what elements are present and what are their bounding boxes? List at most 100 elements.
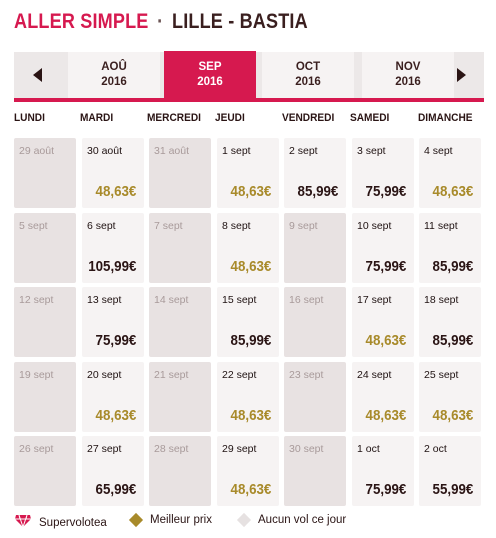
day-date: 19 sept: [19, 369, 54, 381]
calendar-day-no-flight: 16 sept: [284, 287, 346, 357]
month-label: AOÛ: [101, 61, 127, 73]
calendar-day-no-flight: 29 août: [14, 138, 76, 208]
month-tab-nov[interactable]: NOV 2016: [362, 52, 454, 98]
month-tab-oct[interactable]: OCT 2016: [262, 52, 354, 98]
legend-label: Aucun vol ce jour: [258, 514, 347, 526]
legend-label: Supervolotea: [39, 516, 107, 529]
best-price: 48,63€: [432, 408, 473, 424]
calendar-day-no-flight: 14 sept: [149, 287, 211, 357]
month-label: NOV: [395, 61, 421, 73]
weekday-label: LUNDI: [14, 112, 45, 124]
chevron-left-icon: [32, 68, 42, 82]
month-tab-sep[interactable]: SEP 2016: [164, 51, 256, 98]
day-date: 4 sept: [424, 145, 453, 157]
legend: Supervolotea Meilleur prix Aucun vol ce …: [14, 512, 484, 532]
month-year: 2016: [395, 76, 421, 88]
calendar-day-no-flight: 23 sept: [284, 362, 346, 432]
calendar-day[interactable]: 11 sept 85,99€: [419, 213, 481, 283]
gem-icon: [14, 514, 32, 531]
calendar-day[interactable]: 4 sept 48,63€: [419, 138, 481, 208]
best-price: 48,63€: [365, 408, 406, 424]
day-date: 3 sept: [357, 145, 386, 157]
weekday-label: VENDREDI: [282, 112, 335, 124]
day-date: 1 oct: [357, 443, 380, 455]
calendar-day-no-flight: 21 sept: [149, 362, 211, 432]
price: 75,99€: [95, 333, 136, 349]
legend-item-best-price: Meilleur prix: [128, 512, 212, 528]
calendar-day[interactable]: 6 sept 105,99€: [82, 213, 144, 283]
weekday-label: JEUDI: [215, 112, 245, 124]
calendar-day[interactable]: 30 août 48,63€: [82, 138, 144, 208]
legend-item-supervolotea: Supervolotea: [14, 514, 107, 531]
diamond-icon: [128, 512, 144, 528]
day-date: 30 août: [87, 145, 123, 157]
best-price: 48,63€: [95, 184, 136, 200]
day-date: 28 sept: [154, 443, 189, 455]
weekday-label: DIMANCHE: [418, 112, 473, 124]
calendar-day[interactable]: 18 sept 85,99€: [419, 287, 481, 357]
best-price: 48,63€: [230, 259, 271, 275]
calendar-day[interactable]: 25 sept 48,63€: [419, 362, 481, 432]
calendar-day[interactable]: 20 sept 48,63€: [82, 362, 144, 432]
route: LILLE - BASTIA: [171, 10, 308, 33]
best-price: 48,63€: [365, 333, 406, 349]
calendar-day[interactable]: 22 sept 48,63€: [217, 362, 279, 432]
calendar-day[interactable]: 1 oct 75,99€: [352, 436, 414, 506]
diamond-icon: [236, 512, 252, 528]
previous-month-button[interactable]: [14, 52, 60, 98]
calendar-day-no-flight: 9 sept: [284, 213, 346, 283]
page-title: ALLER SIMPLE · LILLE - BASTIA: [14, 10, 308, 38]
calendar-day-no-flight: 19 sept: [14, 362, 76, 432]
day-date: 6 sept: [87, 220, 116, 232]
price: 85,99€: [432, 259, 473, 275]
month-year: 2016: [101, 76, 127, 88]
trip-type: ALLER SIMPLE: [14, 10, 149, 33]
calendar-day[interactable]: 1 sept 48,63€: [217, 138, 279, 208]
calendar-day[interactable]: 24 sept 48,63€: [352, 362, 414, 432]
calendar-day[interactable]: 27 sept 65,99€: [82, 436, 144, 506]
legend-label: Meilleur prix: [150, 514, 212, 526]
day-date: 8 sept: [222, 220, 251, 232]
weekday-header: LUNDI MARDI MERCREDI JEUDI VENDREDI SAME…: [14, 112, 484, 132]
calendar-day[interactable]: 8 sept 48,63€: [217, 213, 279, 283]
price: 85,99€: [230, 333, 271, 349]
calendar-day[interactable]: 3 sept 75,99€: [352, 138, 414, 208]
price: 85,99€: [297, 184, 338, 200]
day-date: 14 sept: [154, 294, 189, 306]
calendar-day[interactable]: 2 oct 55,99€: [419, 436, 481, 506]
calendar-day[interactable]: 15 sept 85,99€: [217, 287, 279, 357]
calendar-day[interactable]: 13 sept 75,99€: [82, 287, 144, 357]
day-date: 1 sept: [222, 145, 251, 157]
best-price: 48,63€: [230, 408, 271, 424]
price: 65,99€: [95, 482, 136, 498]
day-date: 2 oct: [424, 443, 447, 455]
day-date: 22 sept: [222, 369, 257, 381]
next-month-button[interactable]: [438, 52, 484, 98]
day-date: 16 sept: [289, 294, 324, 306]
day-date: 27 sept: [87, 443, 122, 455]
price: 55,99€: [432, 482, 473, 498]
legend-item-no-flight: Aucun vol ce jour: [236, 512, 347, 528]
calendar-day[interactable]: 17 sept 48,63€: [352, 287, 414, 357]
day-date: 29 sept: [222, 443, 257, 455]
day-date: 13 sept: [87, 294, 122, 306]
price: 105,99€: [87, 259, 136, 275]
calendar-day-no-flight: 31 août: [149, 138, 211, 208]
month-tab-aug[interactable]: AOÛ 2016: [68, 52, 160, 98]
day-date: 18 sept: [424, 294, 459, 306]
price: 85,99€: [432, 333, 473, 349]
best-price: 48,63€: [432, 184, 473, 200]
day-date: 2 sept: [289, 145, 318, 157]
month-year: 2016: [197, 75, 223, 88]
price: 75,99€: [365, 184, 406, 200]
weekday-label: MARDI: [80, 112, 114, 124]
day-date: 24 sept: [357, 369, 392, 381]
day-date: 20 sept: [87, 369, 122, 381]
day-date: 25 sept: [424, 369, 459, 381]
calendar-day[interactable]: 29 sept 48,63€: [217, 436, 279, 506]
calendar-day[interactable]: 2 sept 85,99€: [284, 138, 346, 208]
price: 75,99€: [365, 259, 406, 275]
day-date: 11 sept: [424, 220, 458, 232]
calendar-day[interactable]: 10 sept 75,99€: [352, 213, 414, 283]
chevron-right-icon: [456, 68, 466, 82]
